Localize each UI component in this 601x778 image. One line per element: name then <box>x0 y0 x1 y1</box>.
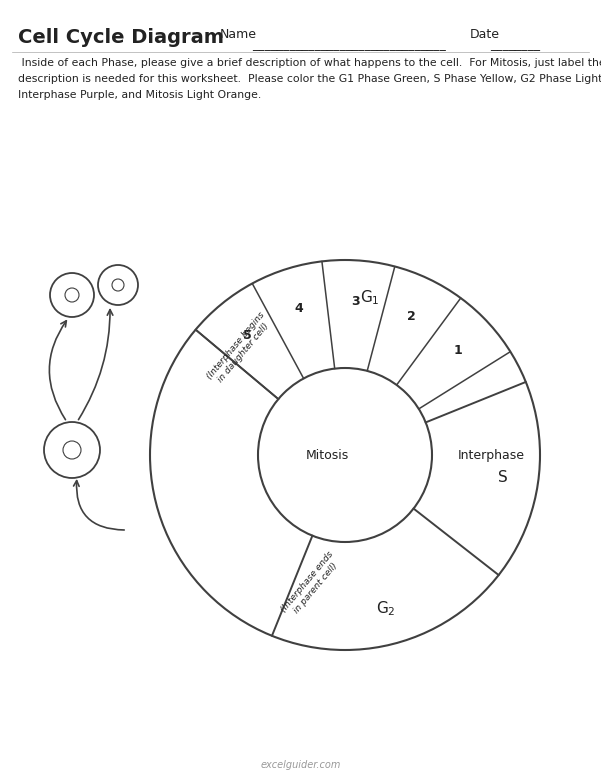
Text: Name: Name <box>220 28 257 41</box>
Text: Cell Cycle Diagram: Cell Cycle Diagram <box>18 28 224 47</box>
Text: ________: ________ <box>490 38 540 51</box>
Text: description is needed for this worksheet.  Please color the G1 Phase Green, S Ph: description is needed for this worksheet… <box>18 74 601 84</box>
Text: Date: Date <box>470 28 500 41</box>
Text: (Interphase begins
in daughter cell): (Interphase begins in daughter cell) <box>205 310 274 387</box>
Text: 3: 3 <box>352 295 360 308</box>
Text: Interphase Purple, and Mitosis Light Orange.: Interphase Purple, and Mitosis Light Ora… <box>18 90 261 100</box>
Text: (Interphase ends
in parent cell): (Interphase ends in parent cell) <box>279 549 343 621</box>
Text: _______________________________: _______________________________ <box>252 38 446 51</box>
Text: Inside of each Phase, please give a brief description of what happens to the cel: Inside of each Phase, please give a brie… <box>18 58 601 68</box>
Text: 4: 4 <box>294 302 303 315</box>
Text: 2: 2 <box>407 310 416 323</box>
Text: Mitosis: Mitosis <box>305 448 349 461</box>
Text: 1: 1 <box>454 344 462 357</box>
Text: excelguider.com: excelguider.com <box>261 760 341 770</box>
Text: S: S <box>498 470 507 485</box>
Text: 5: 5 <box>243 329 252 342</box>
Text: G$_2$: G$_2$ <box>376 599 396 618</box>
Text: Interphase: Interphase <box>457 448 525 461</box>
Text: G$_1$: G$_1$ <box>360 289 380 307</box>
